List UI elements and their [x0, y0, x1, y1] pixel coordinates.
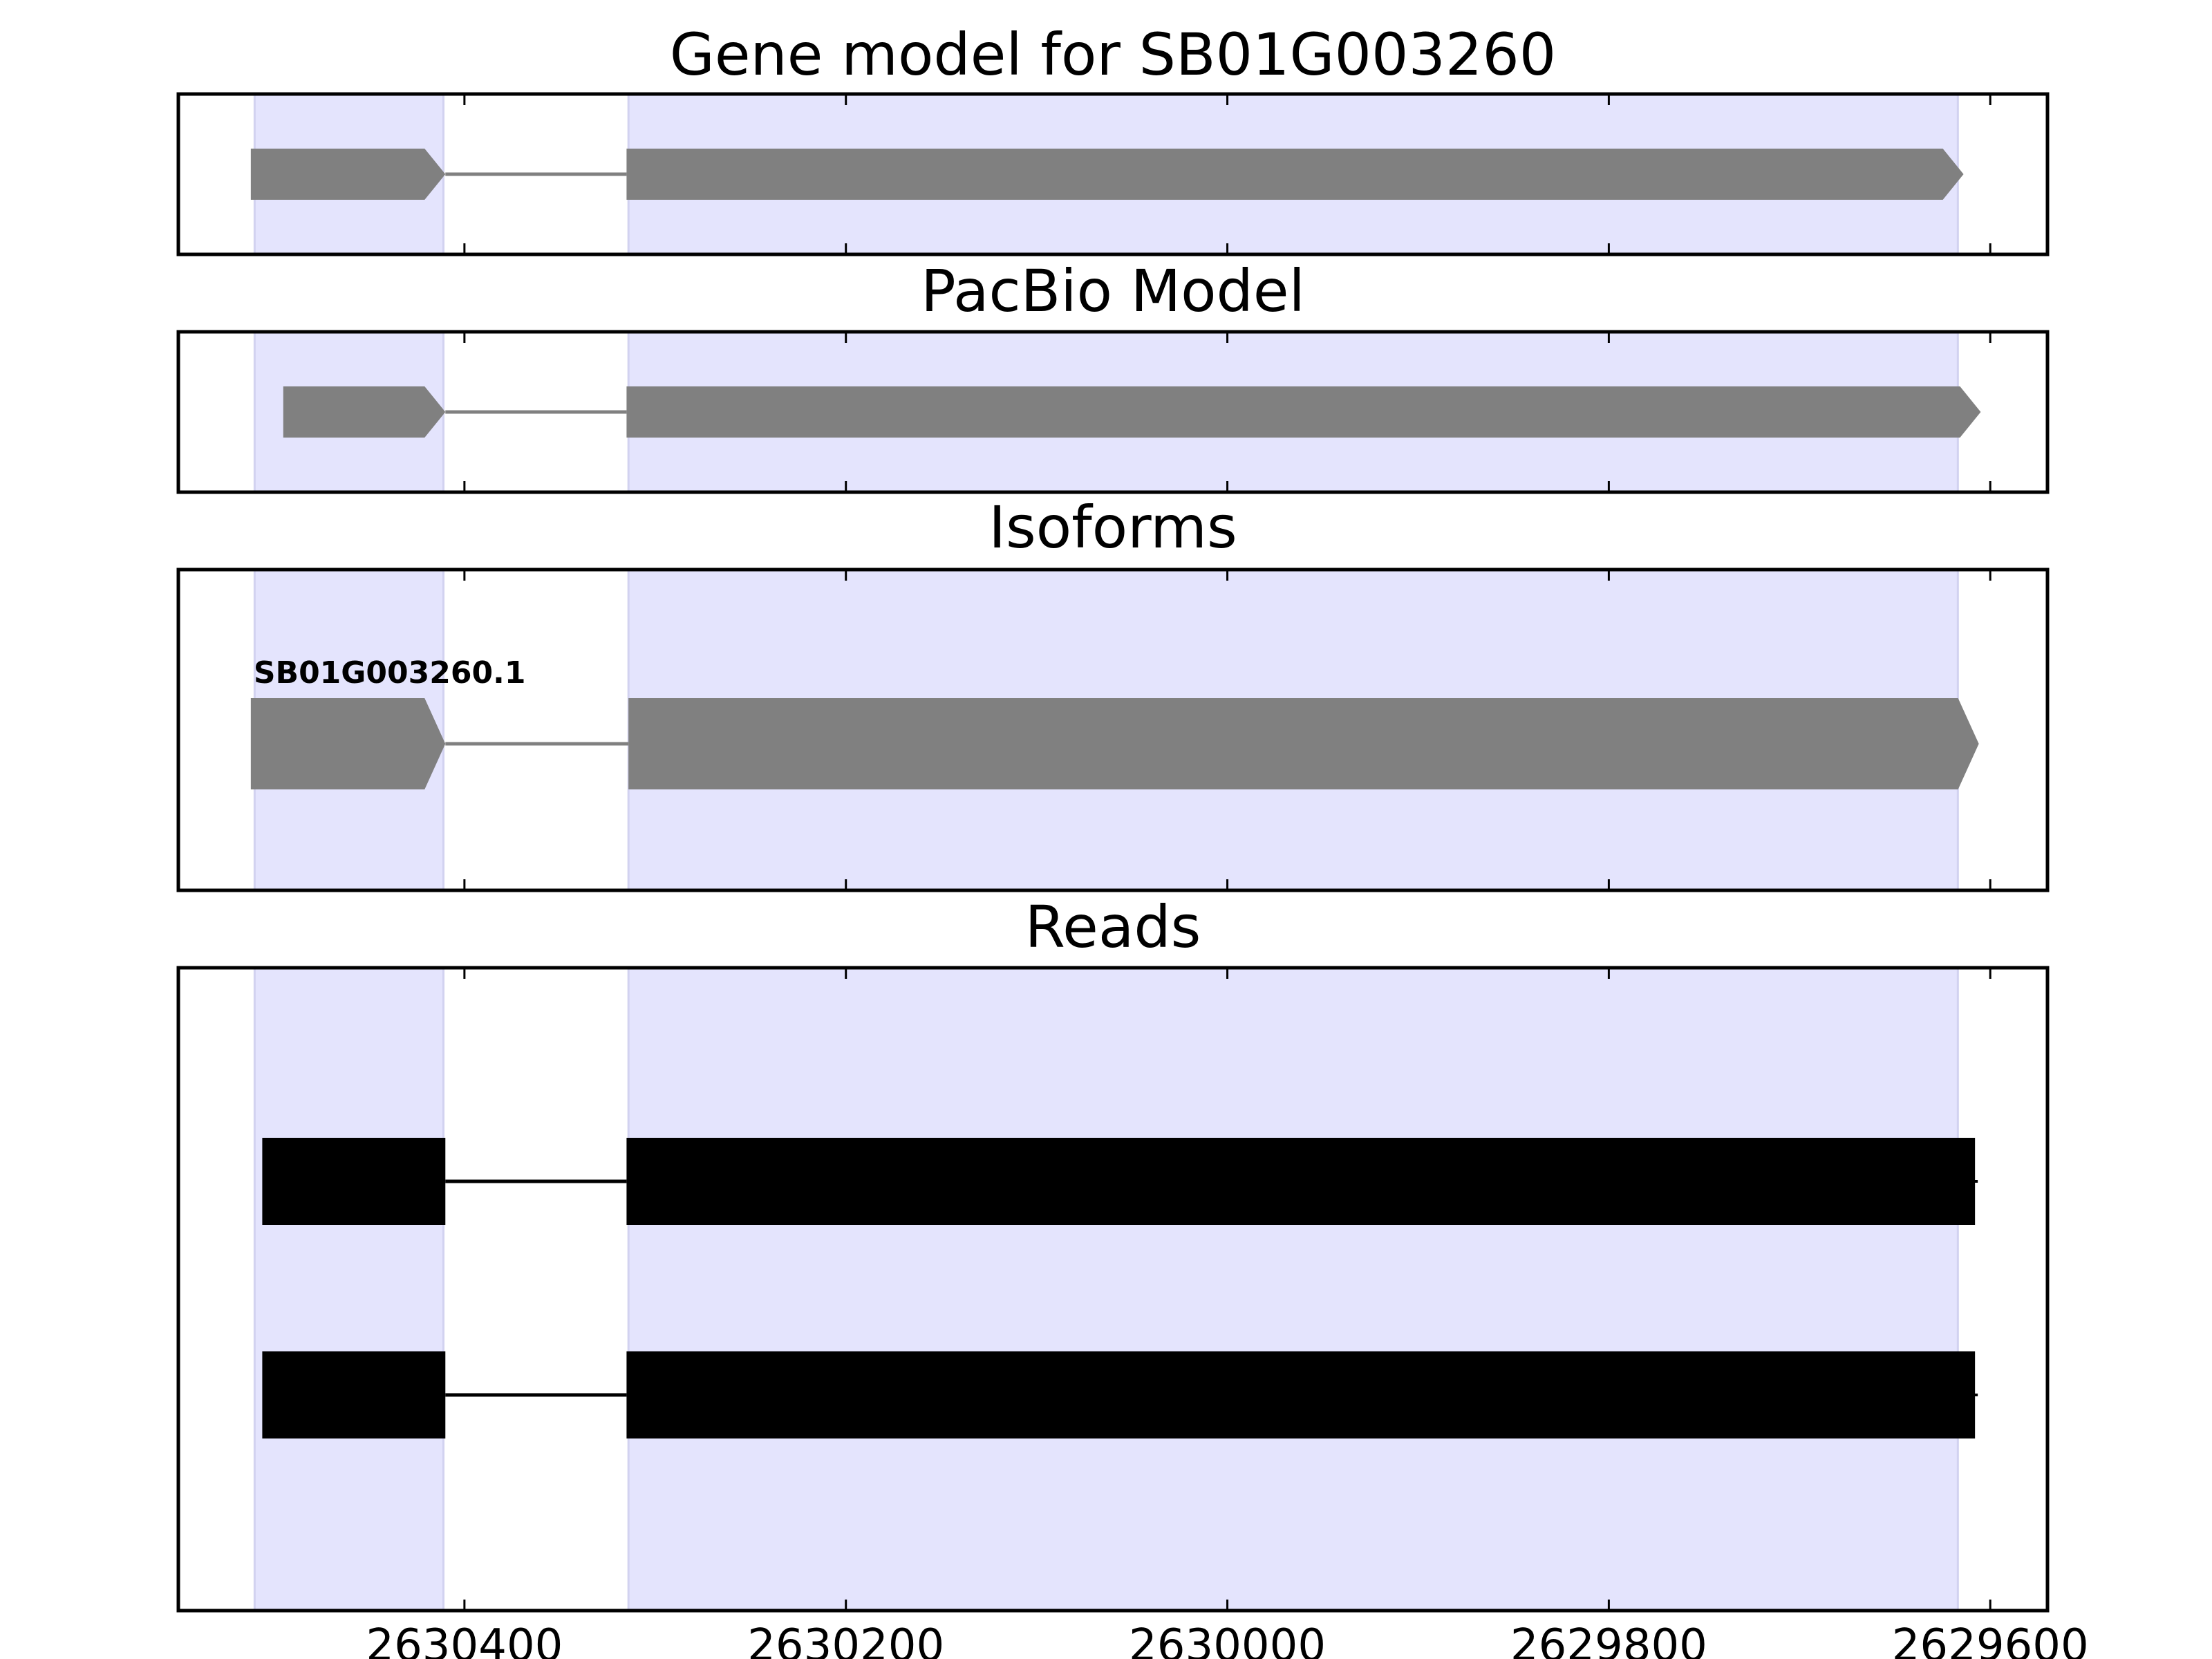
exon-arrow: [250, 149, 446, 200]
x-tick-label: 2630200: [747, 1620, 944, 1659]
highlight-region: [627, 966, 1959, 1612]
read: [262, 1138, 1978, 1225]
read-exon: [262, 1138, 446, 1225]
isoform-label: SB01G003260.1: [254, 655, 526, 691]
panel-reads-3: Reads: [176, 893, 2050, 1613]
x-tick-label: 2629600: [1892, 1620, 2089, 1659]
panel-model-0: Gene model for SB01G003260: [176, 21, 2050, 256]
panel-frame: [176, 92, 2050, 256]
exon-arrow: [283, 386, 446, 438]
x-tick-label: 2630400: [366, 1620, 563, 1659]
panel-frame: [176, 330, 2050, 494]
exon-arrow: [626, 386, 1981, 438]
panel-model-1: PacBio Model: [176, 257, 2050, 494]
read-exon: [626, 1351, 1976, 1438]
panel-stack: Gene model for SB01G003260 PacBio Model Is…: [176, 21, 2050, 1613]
exon-arrow: [250, 698, 446, 789]
read-exon: [262, 1351, 446, 1438]
x-axis: 2630400 2630200 2630000 2629800 2629600: [366, 1620, 2088, 1659]
x-tick-label: 2629800: [1510, 1620, 1707, 1659]
panel-title: Gene model for SB01G003260: [670, 21, 1556, 88]
panel-frame: [176, 568, 2050, 892]
panel-title: PacBio Model: [921, 257, 1305, 325]
gene-feature: [250, 149, 1964, 200]
highlight-region: [253, 966, 445, 1612]
panel-title: Reads: [1025, 893, 1201, 961]
gene-feature: [283, 386, 1981, 438]
panel-frame: [176, 966, 2050, 1613]
panel-isoform-2: Isoforms SB01G003260.1: [176, 494, 2050, 892]
read: [262, 1351, 1978, 1438]
exon-arrow: [626, 149, 1964, 200]
exon-arrow: [628, 698, 1979, 789]
panel-title: Isoforms: [988, 494, 1237, 561]
x-tick-label: 2630000: [1129, 1620, 1326, 1659]
read-exon: [626, 1138, 1976, 1225]
gene-feature: SB01G003260.1: [250, 655, 1979, 789]
